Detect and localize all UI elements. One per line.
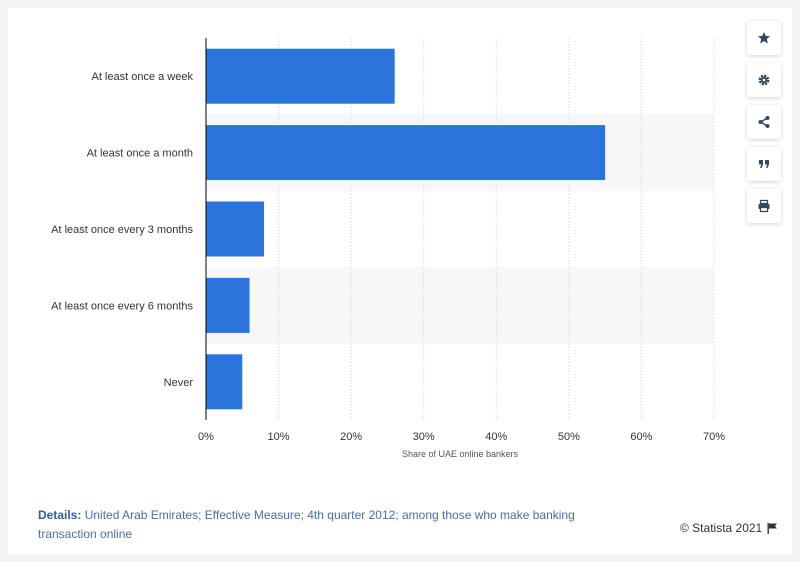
details-label: Details: — [38, 508, 82, 522]
flag-icon[interactable] — [767, 522, 778, 534]
background-band — [206, 267, 714, 344]
share-button[interactable] — [747, 105, 781, 139]
category-label: At least once a week — [91, 71, 193, 83]
x-tick-label: 70% — [703, 431, 725, 443]
category-label: At least once every 3 months — [51, 224, 193, 236]
bar — [206, 48, 395, 104]
share-icon — [758, 116, 770, 128]
x-tick-label: 20% — [340, 431, 362, 443]
chart-card: At least once a week At least once a mont… — [8, 8, 792, 554]
x-tick-label: 50% — [558, 431, 580, 443]
gear-icon — [758, 74, 770, 86]
category-label: At least once every 6 months — [51, 300, 193, 312]
x-tick-label: 40% — [485, 431, 507, 443]
print-button[interactable] — [747, 189, 781, 223]
x-tick-label: 30% — [413, 431, 435, 443]
x-axis-title: Share of UAE online bankers — [402, 449, 519, 459]
bar — [206, 277, 250, 333]
cite-button[interactable] — [747, 147, 781, 181]
bar-chart: At least once a week At least once a mont… — [51, 38, 725, 459]
star-icon — [758, 32, 770, 44]
favorite-button[interactable] — [747, 21, 781, 55]
quote-icon — [759, 160, 769, 168]
bar — [206, 125, 606, 181]
chart-toolbar — [747, 21, 781, 231]
print-icon — [758, 199, 770, 213]
details-text: United Arab Emirates; Effective Measure;… — [38, 508, 575, 541]
x-tick-label: 0% — [198, 431, 214, 443]
bar — [206, 354, 243, 410]
bar — [206, 201, 265, 257]
details-note: Details: United Arab Emirates; Effective… — [38, 506, 598, 544]
credit-text: © Statista 2021 — [680, 521, 763, 535]
x-tick-label: 10% — [268, 431, 290, 443]
category-label: Never — [164, 377, 194, 389]
category-label: At least once a month — [87, 148, 193, 160]
settings-button[interactable] — [747, 63, 781, 97]
x-tick-label: 60% — [630, 431, 652, 443]
statista-credit[interactable]: © Statista 2021 — [680, 521, 778, 535]
